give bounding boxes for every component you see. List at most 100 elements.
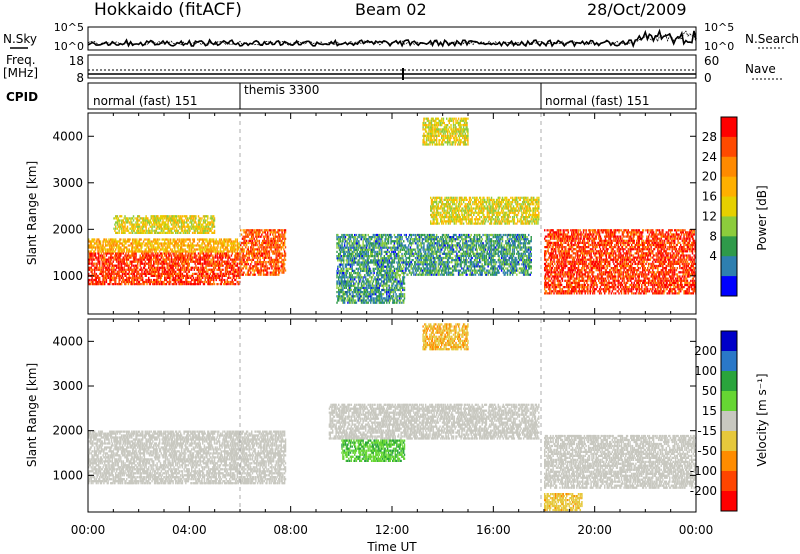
power-cell (237, 283, 239, 286)
power-cell (371, 286, 374, 289)
power-cell (262, 241, 265, 245)
power-cell (216, 254, 218, 257)
power-cell (374, 252, 376, 256)
power-cell (362, 263, 364, 266)
power-cell (183, 283, 185, 286)
power-cell (158, 238, 161, 241)
power-cell (180, 256, 183, 259)
power-cell (218, 268, 221, 271)
power-cell (168, 238, 170, 241)
power-cell (166, 227, 168, 230)
power-cell (347, 295, 349, 298)
power-cell (376, 272, 378, 275)
power-cell (241, 250, 244, 253)
power-cell (217, 244, 219, 247)
power-cell (127, 250, 130, 253)
power-cell (148, 260, 150, 263)
power-cell (172, 274, 174, 277)
power-cell (172, 260, 174, 263)
power-cell (380, 236, 382, 239)
power-cell (117, 260, 120, 263)
power-cell (237, 242, 239, 245)
power-cell (357, 299, 359, 302)
power-cell (283, 254, 286, 257)
power-cell (348, 250, 350, 253)
power-cell (203, 256, 206, 259)
power-cell (127, 238, 130, 241)
power-cell (365, 293, 368, 296)
power-cell (249, 250, 251, 253)
power-cell (127, 268, 130, 271)
power-cell (272, 258, 274, 261)
power-cell (263, 235, 266, 238)
power-cell (230, 264, 233, 267)
power-cell (242, 235, 244, 238)
power-cell (347, 246, 349, 249)
power-cell (216, 256, 218, 259)
power-cell (215, 238, 217, 241)
power-cell (118, 246, 120, 249)
power-cell (202, 268, 205, 271)
power-cell (172, 276, 174, 279)
power-cell (107, 283, 109, 286)
power-cell (264, 248, 266, 251)
power-cell (243, 254, 245, 257)
power-cell (385, 246, 387, 249)
power-cell (367, 240, 369, 243)
power-cell (116, 274, 119, 277)
power-cell (228, 262, 230, 265)
power-cell (378, 242, 380, 245)
power-cell (157, 256, 159, 259)
power-cell (213, 240, 215, 243)
power-cell (141, 256, 143, 259)
power-cell (236, 246, 239, 249)
power-cell (365, 252, 368, 256)
power-cell (389, 280, 391, 283)
power-cell (201, 274, 203, 277)
power-cell (343, 293, 346, 296)
power-cell (363, 288, 365, 292)
power-cell (102, 262, 104, 265)
power-cell (168, 268, 170, 271)
power-cell (349, 252, 352, 256)
power-cell (91, 252, 93, 255)
power-cell (277, 267, 279, 270)
power-cell (176, 229, 179, 232)
power-cell (190, 250, 192, 253)
power-cell (171, 274, 174, 277)
power-cell (365, 280, 368, 283)
power-cell (281, 269, 283, 272)
power-cell (365, 255, 368, 258)
power-cell (390, 238, 392, 241)
power-cell (354, 301, 357, 304)
power-cell (279, 237, 282, 240)
power-cell (91, 240, 93, 243)
power-cell (266, 256, 268, 259)
power-cell (283, 252, 286, 255)
power-cell (175, 264, 178, 267)
power-cell (256, 269, 258, 272)
power-cell (358, 299, 360, 302)
power-cell (249, 239, 251, 242)
power-cell (112, 242, 114, 245)
power-cell (170, 215, 173, 218)
power-cell (380, 282, 382, 285)
power-cell (162, 280, 164, 284)
power-cell (224, 262, 226, 265)
power-cell (161, 246, 163, 249)
power-cell (213, 270, 215, 273)
power-cell (97, 252, 99, 255)
power-cell (151, 270, 153, 273)
power-cell (176, 256, 179, 259)
power-cell (354, 257, 356, 260)
power-cell (361, 269, 364, 272)
power-cell (165, 283, 168, 286)
power-cell (118, 225, 120, 228)
power-cell (169, 280, 171, 284)
power-cell (144, 260, 147, 263)
power-cell (272, 271, 275, 274)
power-cell (245, 258, 248, 261)
power-cell (185, 278, 187, 282)
power-cell (242, 229, 244, 232)
power-cell (350, 272, 353, 275)
